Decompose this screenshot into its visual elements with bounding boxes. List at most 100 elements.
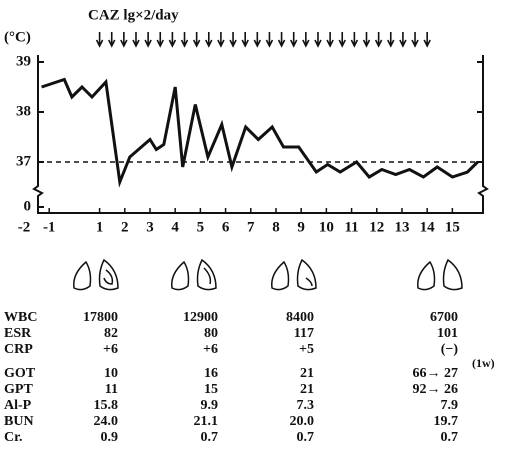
chart-title: CAZ lg×2/day (88, 7, 179, 23)
table-row-label: GPT (4, 382, 33, 397)
x-tick-label: 1 (96, 219, 104, 235)
dose-arrow (327, 32, 333, 46)
x-tick-label: 14 (420, 219, 436, 235)
dose-arrow (339, 32, 345, 46)
dose-arrow (182, 32, 188, 46)
x-tick-label: -2 (18, 219, 31, 235)
dose-arrow (194, 32, 200, 46)
table-cell: 21.1 (194, 414, 219, 429)
y-break-tick-label: 0 (24, 198, 32, 214)
x-tick-label: 8 (272, 219, 280, 235)
table-cell: 8400 (286, 310, 314, 325)
table-row-label: Cr. (4, 430, 23, 445)
x-tick-label: 5 (197, 219, 205, 235)
x-tick-label: 9 (297, 219, 305, 235)
dose-arrow (376, 32, 382, 46)
dose-arrow (388, 32, 394, 46)
table-cell: 0.7 (297, 430, 315, 445)
table-cell: 21 (300, 382, 314, 397)
table-cell: 82 (104, 326, 118, 341)
dose-arrow (291, 32, 297, 46)
chart: CAZ lg×2/day (°C) (1w) 3738390-2-1123456… (0, 0, 513, 456)
table-row-label: Al-P (4, 398, 32, 413)
dose-arrow (266, 32, 272, 46)
dose-arrow (133, 32, 139, 46)
table-cell: 11 (105, 382, 118, 397)
dose-arrow (424, 32, 430, 46)
dose-arrow (400, 32, 406, 46)
x-tick-label: 13 (394, 219, 409, 235)
dose-arrow (254, 32, 260, 46)
axis-frame (34, 55, 487, 213)
lung-icon (74, 260, 118, 290)
table-cell: 15.8 (94, 398, 119, 413)
x-tick-label: 10 (319, 219, 334, 235)
table-cell: 19.7 (434, 414, 459, 429)
lung-icon (172, 260, 216, 290)
y-unit: (°C) (4, 29, 31, 45)
lung-icons (74, 260, 462, 290)
table-cell: 6700 (430, 310, 458, 325)
table-cell: 7.9 (441, 398, 459, 413)
dose-arrow (242, 32, 248, 46)
table-cell: 15 (204, 382, 218, 397)
x-tick-label: 2 (121, 219, 129, 235)
dose-arrow (412, 32, 418, 46)
y-tick-label: 37 (16, 153, 32, 169)
table-cell: 0.7 (201, 430, 219, 445)
table-cell: +5 (299, 342, 314, 357)
x-tick-label: 7 (247, 219, 255, 235)
y-tick-label: 38 (16, 103, 31, 119)
table-cell: 0.7 (441, 430, 459, 445)
table-cell: 92→ 26 (413, 382, 459, 397)
table-cell: 10 (104, 366, 118, 381)
dose-arrow (109, 32, 115, 46)
table-row-label: WBC (4, 310, 37, 325)
lung-icon (418, 260, 462, 290)
table-cell: 20.0 (290, 414, 315, 429)
dose-arrow (218, 32, 224, 46)
table-cell: 24.0 (94, 414, 119, 429)
table-cell: 7.3 (297, 398, 315, 413)
table-cell: 101 (437, 326, 458, 341)
dose-arrow (230, 32, 236, 46)
x-tick-label: 6 (222, 219, 230, 235)
dose-arrow (169, 32, 175, 46)
x-tick-label: 3 (146, 219, 154, 235)
table-note: (1w) (472, 356, 495, 370)
table-cell: 66→ 27 (413, 366, 459, 381)
dose-arrow (303, 32, 309, 46)
table-cell: 9.9 (201, 398, 219, 413)
dose-arrow (206, 32, 212, 46)
table-row-label: GOT (4, 366, 36, 381)
table-cell: (−) (441, 342, 459, 357)
x-tick-label: 15 (445, 219, 460, 235)
table-row-label: ESR (4, 326, 32, 341)
x-tick-label: 11 (344, 219, 358, 235)
x-tick-label: -1 (43, 219, 56, 235)
table-cell: 17800 (83, 310, 118, 325)
table-cell: 80 (204, 326, 218, 341)
table-cell: 0.9 (101, 430, 119, 445)
y-tick-label: 39 (16, 53, 31, 69)
dose-arrow (315, 32, 321, 46)
dose-arrow (145, 32, 151, 46)
x-tick-label: 12 (369, 219, 384, 235)
table-cell: 12900 (183, 310, 218, 325)
x-tick-label: 4 (171, 219, 179, 235)
table-cell: 16 (204, 366, 218, 381)
table-cell: 21 (300, 366, 314, 381)
table-cell: 117 (294, 326, 314, 341)
dose-arrow (364, 32, 370, 46)
table-cell: +6 (203, 342, 218, 357)
dose-arrow (121, 32, 127, 46)
dose-arrow (351, 32, 357, 46)
lung-icon (272, 260, 316, 290)
table-row-label: CRP (4, 342, 33, 357)
dose-arrow (97, 32, 103, 46)
table-cell: +6 (103, 342, 118, 357)
temperature-line (42, 80, 478, 183)
dose-arrow (279, 32, 285, 46)
axes (34, 55, 487, 213)
table-row-label: BUN (4, 414, 34, 429)
